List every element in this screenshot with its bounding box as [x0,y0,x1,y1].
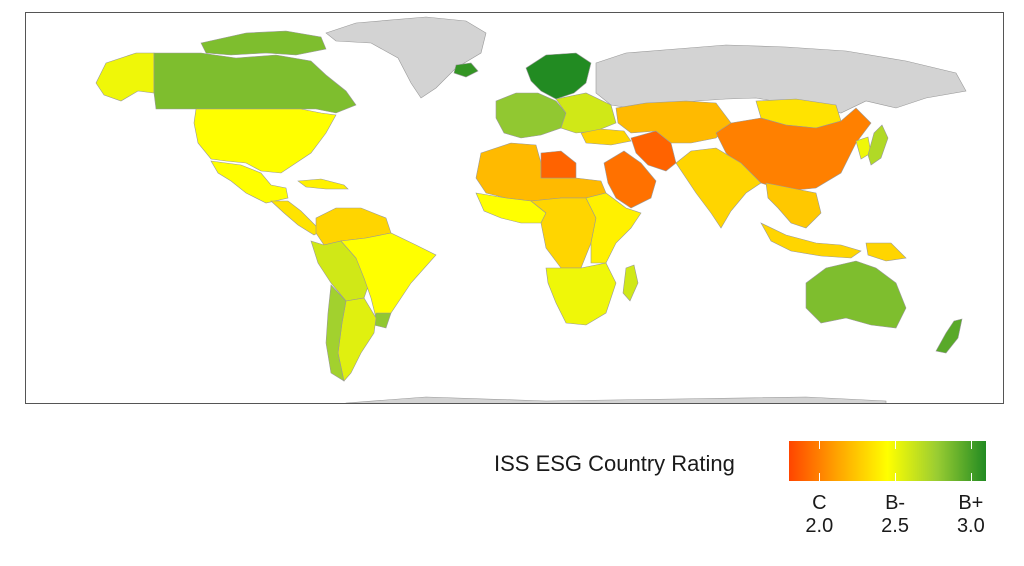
region-southern-africa[interactable] [545,262,617,326]
color-legend: ISS ESG Country Rating C 2.0 B- 2.5 B+ 3.0 [0,430,1024,560]
region-central-africa[interactable] [530,197,597,269]
region-chile[interactable] [325,284,347,382]
world-map-panel [25,12,1004,404]
legend-color-bar [789,441,986,481]
legend-tick-top [970,441,972,449]
region-southeast-asia[interactable] [765,182,822,229]
region-turkey[interactable] [580,128,632,146]
region-central-america[interactable] [270,200,322,236]
legend-value-label: 3.0 [956,515,985,537]
region-caribbean[interactable] [297,178,349,190]
legend-tick-bottom [970,473,972,481]
legend-grade-label: B+ [958,492,984,514]
region-canada[interactable] [153,52,357,114]
legend-value-label: 2.0 [805,515,834,537]
region-new-zealand[interactable] [935,318,963,354]
region-united-states[interactable] [193,108,337,174]
region-uruguay[interactable] [373,312,392,329]
region-central-asia[interactable] [615,100,732,144]
region-western-europe[interactable] [495,92,567,139]
region-japan[interactable] [867,124,889,166]
region-canadian-arctic[interactable] [200,30,327,56]
legend-grade-label: C [812,492,827,514]
region-indonesia[interactable] [760,222,862,259]
region-brazil[interactable] [340,232,437,319]
region-alaska[interactable] [95,52,155,102]
region-papua-new-guinea[interactable] [865,242,907,262]
legend-value-label: 2.5 [881,515,909,537]
legend-title: ISS ESG Country Rating [494,451,735,476]
region-india[interactable] [675,147,762,229]
region-mexico[interactable] [210,160,289,204]
region-scandinavia[interactable] [525,52,592,100]
region-antarctica[interactable] [345,396,887,404]
legend-grade-label: B- [885,492,906,514]
region-iceland[interactable] [453,62,479,78]
legend-tick-bottom [895,473,897,481]
legend-tick-bottom [819,473,821,481]
world-map [95,16,967,404]
legend-tick-top [895,441,897,449]
region-libya[interactable] [540,150,577,179]
region-saudi-arabia[interactable] [603,150,657,209]
region-east-africa[interactable] [585,192,642,264]
legend-tick-top [819,441,821,449]
region-australia[interactable] [805,260,907,329]
region-greenland[interactable] [325,16,487,99]
region-madagascar[interactable] [622,264,639,302]
